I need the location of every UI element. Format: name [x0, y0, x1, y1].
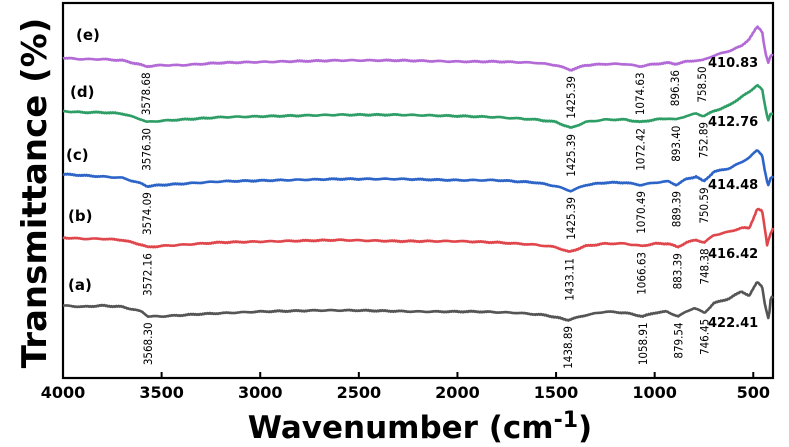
x-tick-label: 1000	[632, 383, 677, 402]
peak-label: 1074.63	[633, 72, 647, 115]
x-ticks-layer: 4000 3500 3000 2500 2000 1500 1000 500	[41, 372, 770, 402]
end-peak-label: 414.48	[708, 178, 758, 193]
series-tag-e: (e)	[76, 26, 100, 44]
peak-label: 1433.11	[562, 258, 576, 301]
x-tick-label: 2500	[337, 383, 382, 402]
peak-label: 3576.30	[140, 128, 154, 171]
peak-label: 3568.30	[141, 322, 155, 365]
x-axis-label-close: )	[578, 410, 592, 446]
x-tick-label: 1500	[534, 383, 579, 402]
end-peak-label: 410.83	[708, 56, 758, 71]
x-tick-label: 3500	[139, 383, 184, 402]
y-axis-label: Transmittance (%)	[15, 18, 55, 369]
peak-label: 1438.89	[561, 326, 575, 369]
series-line-a	[62, 281, 774, 322]
peak-labels-layer: (a) 3568.30 1438.89 1058.91 879.54 746.45422.…	[66, 26, 758, 369]
series-line-b	[62, 207, 775, 253]
peak-label: 758.50	[695, 66, 709, 102]
series-tag-d: (d)	[70, 83, 94, 101]
series-tag-a: (a)	[68, 276, 92, 294]
peak-label: 1425.39	[564, 134, 578, 177]
peak-label: 3572.16	[140, 253, 154, 296]
peak-label: 1072.42	[634, 128, 648, 171]
peak-label: 746.45	[698, 319, 712, 355]
axes-frame	[61, 1, 775, 380]
peak-label: 752.89	[696, 122, 710, 158]
peak-label: 1425.39	[564, 197, 578, 240]
peak-label: 1066.63	[635, 252, 649, 295]
end-peak-label: 412.76	[708, 115, 758, 130]
peak-label: 1058.91	[636, 322, 650, 365]
peak-label: 750.59	[697, 187, 711, 223]
x-tick-label: 500	[737, 383, 770, 402]
series-tag-c: (c)	[66, 146, 89, 164]
x-axis-label-main: Wavenumber (cm	[248, 410, 554, 446]
x-axis-label: Wavenumber (cm-1)	[248, 408, 592, 446]
peak-label: 748.38	[697, 248, 711, 284]
series-line-e	[62, 25, 774, 72]
x-tick-label: 2000	[435, 383, 480, 402]
peak-label: 896.36	[668, 70, 682, 106]
peak-label: 3574.09	[140, 192, 154, 235]
x-tick-label: 3000	[238, 383, 283, 402]
peak-label: 879.54	[671, 322, 685, 358]
peak-label: 1425.39	[564, 76, 578, 119]
series-tag-b: (b)	[68, 207, 92, 225]
end-peak-label: 422.41	[708, 316, 758, 331]
x-axis-label-sup: -1	[554, 408, 578, 433]
end-peak-label: 416.42	[708, 247, 758, 262]
peak-label: 893.40	[669, 126, 683, 162]
peak-label: 889.39	[670, 191, 684, 227]
peak-label: 883.39	[671, 253, 685, 289]
series-line-c	[62, 149, 775, 193]
peak-label: 3578.68	[139, 72, 153, 115]
peak-label: 1070.49	[634, 191, 648, 234]
series-layer	[62, 25, 775, 322]
x-tick-label: 4000	[41, 383, 86, 402]
series-line-d	[62, 83, 774, 129]
